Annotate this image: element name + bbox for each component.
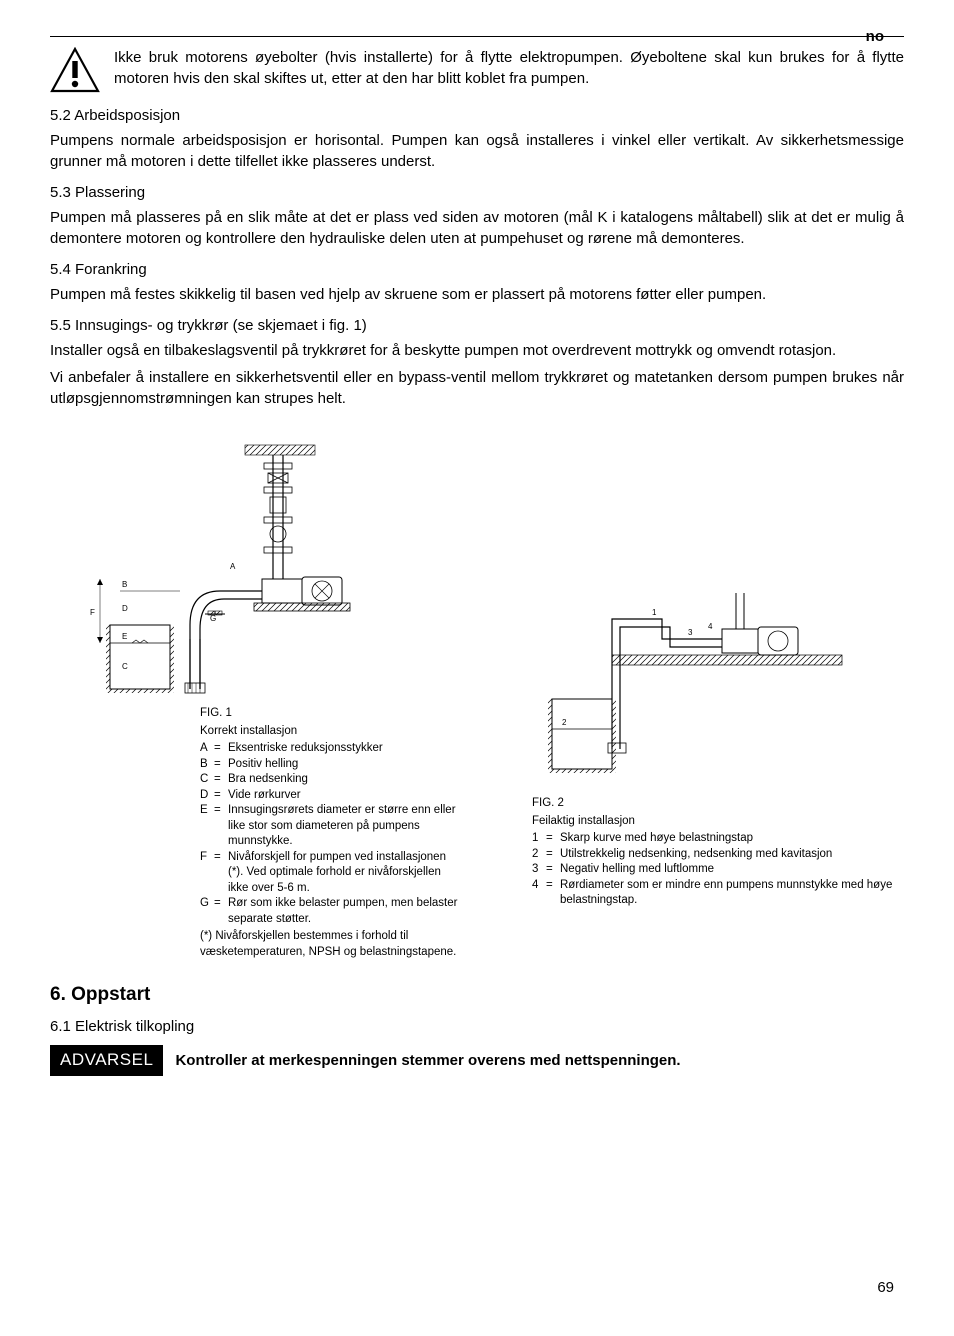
para-5-3: Pumpen må plasseres på en slik måte at d… <box>50 207 904 249</box>
svg-text:D: D <box>122 604 128 613</box>
heading-5-5: 5.5 Innsugings- og trykkrør (se skjemaet… <box>50 317 904 334</box>
top-rule <box>50 36 904 37</box>
legend-key: 1 <box>532 831 546 847</box>
legend-val: Skarp kurve med høye belastningstap <box>560 831 904 847</box>
legend-val: Vide rørkurver <box>228 788 462 804</box>
legend-eq: = <box>214 741 228 757</box>
legend-key: 2 <box>532 847 546 863</box>
advarsel-text: Kontroller at merkespenningen stemmer ov… <box>175 1052 680 1069</box>
figures-row: F B D A G E C FIG. 1 Korrekt installasjo… <box>50 439 904 960</box>
legend-eq: = <box>214 757 228 773</box>
svg-text:A: A <box>230 562 236 571</box>
svg-text:G: G <box>210 614 216 623</box>
figure-2-column: 1 2 3 4 FIG. 2 Feilaktig installasjon 1=… <box>492 439 904 960</box>
figure-2-diagram: 1 2 3 4 <box>492 579 904 789</box>
legend-val: Innsugingsrørets diameter er større enn … <box>228 803 462 850</box>
legend-row: G=Rør som ikke belaster pumpen, men bela… <box>200 896 462 927</box>
legend-eq: = <box>546 847 560 863</box>
para-5-2: Pumpens normale arbeidsposisjon er horis… <box>50 130 904 172</box>
para-5-5a: Installer også en tilbakeslagsventil på … <box>50 340 904 361</box>
svg-text:C: C <box>122 662 128 671</box>
legend-val: Rør som ikke belaster pumpen, men belast… <box>228 896 462 927</box>
legend-val: Negativ helling med luftlomme <box>560 862 904 878</box>
figure-2-title: Feilaktig installasjon <box>532 815 904 827</box>
legend-eq: = <box>214 803 228 819</box>
svg-text:3: 3 <box>688 628 693 637</box>
heading-6: 6. Oppstart <box>50 984 904 1006</box>
legend-eq: = <box>214 788 228 804</box>
legend-val: Nivåforskjell for pumpen ved installasjo… <box>228 850 462 897</box>
legend-val: Positiv helling <box>228 757 462 773</box>
legend-row: 2=Utilstrekkelig nedsenking, nedsenking … <box>532 847 904 863</box>
warning-text: Ikke bruk motorens øyebolter (hvis insta… <box>114 47 904 89</box>
legend-row: 3=Negativ helling med luftlomme <box>532 862 904 878</box>
legend-val: Rørdiameter som er mindre enn pumpens mu… <box>560 878 904 909</box>
heading-5-3: 5.3 Plassering <box>50 184 904 201</box>
legend-eq: = <box>546 862 560 878</box>
legend-key: E <box>200 803 214 819</box>
legend-note: (*) Nivåforskjellen bestemmes i forhold … <box>200 929 462 960</box>
language-tag: no <box>866 28 884 45</box>
legend-row: C=Bra nedsenking <box>200 772 462 788</box>
advarsel-row: ADVARSEL Kontroller at merkespenningen s… <box>50 1045 904 1076</box>
legend-key: 4 <box>532 878 546 894</box>
legend-row: 4=Rørdiameter som er mindre enn pumpens … <box>532 878 904 909</box>
svg-text:1: 1 <box>652 608 657 617</box>
legend-val: Eksentriske reduksjonsstykker <box>228 741 462 757</box>
legend-eq: = <box>546 878 560 894</box>
legend-key: 3 <box>532 862 546 878</box>
legend-key: B <box>200 757 214 773</box>
legend-key: G <box>200 896 214 912</box>
legend-val: Utilstrekkelig nedsenking, nedsenking me… <box>560 847 904 863</box>
advarsel-badge: ADVARSEL <box>50 1045 163 1076</box>
para-5-4: Pumpen må festes skikkelig til basen ved… <box>50 284 904 305</box>
legend-key: D <box>200 788 214 804</box>
legend-row: D=Vide rørkurver <box>200 788 462 804</box>
legend-row: F=Nivåforskjell for pumpen ved installas… <box>200 850 462 897</box>
svg-text:F: F <box>90 608 95 617</box>
figure-2-label: FIG. 2 <box>532 797 904 809</box>
legend-eq: = <box>214 772 228 788</box>
warning-icon <box>50 47 100 93</box>
legend-eq: = <box>546 831 560 847</box>
legend-row: A=Eksentriske reduksjonsstykker <box>200 741 462 757</box>
legend-row: 1=Skarp kurve med høye belastningstap <box>532 831 904 847</box>
figure-1-legend: A=Eksentriske reduksjonsstykker B=Positi… <box>200 741 462 960</box>
legend-eq: = <box>214 896 228 912</box>
page-number: 69 <box>877 1279 894 1296</box>
legend-row: B=Positiv helling <box>200 757 462 773</box>
heading-5-2: 5.2 Arbeidsposisjon <box>50 107 904 124</box>
legend-key: A <box>200 741 214 757</box>
heading-5-4: 5.4 Forankring <box>50 261 904 278</box>
legend-eq: = <box>214 850 228 866</box>
figure-2-legend: 1=Skarp kurve med høye belastningstap 2=… <box>532 831 904 909</box>
legend-key: C <box>200 772 214 788</box>
svg-text:B: B <box>122 580 127 589</box>
para-5-5b: Vi anbefaler å installere en sikkerhetsv… <box>50 367 904 409</box>
svg-text:4: 4 <box>708 622 713 631</box>
legend-val: Bra nedsenking <box>228 772 462 788</box>
figure-1-label: FIG. 1 <box>200 707 462 719</box>
figure-1-column: F B D A G E C FIG. 1 Korrekt installasjo… <box>50 439 462 960</box>
figure-1-diagram: F B D A G E C <box>50 439 462 699</box>
legend-key: F <box>200 850 214 866</box>
heading-6-1: 6.1 Elektrisk tilkopling <box>50 1018 904 1035</box>
legend-row: E=Innsugingsrørets diameter er større en… <box>200 803 462 850</box>
svg-text:2: 2 <box>562 718 567 727</box>
svg-text:E: E <box>122 632 127 641</box>
figure-1-title: Korrekt installasjon <box>200 725 462 737</box>
warning-block: Ikke bruk motorens øyebolter (hvis insta… <box>50 47 904 93</box>
